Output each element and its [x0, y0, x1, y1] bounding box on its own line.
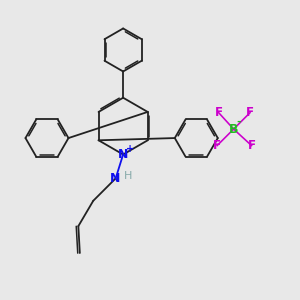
Text: F: F — [246, 106, 254, 119]
Text: F: F — [215, 106, 223, 119]
Text: H: H — [124, 171, 132, 181]
Text: B: B — [229, 123, 238, 136]
Text: N: N — [110, 172, 120, 185]
Text: F: F — [248, 139, 256, 152]
Text: +: + — [126, 144, 134, 154]
Text: F: F — [213, 139, 221, 152]
Text: N: N — [118, 148, 128, 161]
Text: -: - — [237, 117, 241, 127]
